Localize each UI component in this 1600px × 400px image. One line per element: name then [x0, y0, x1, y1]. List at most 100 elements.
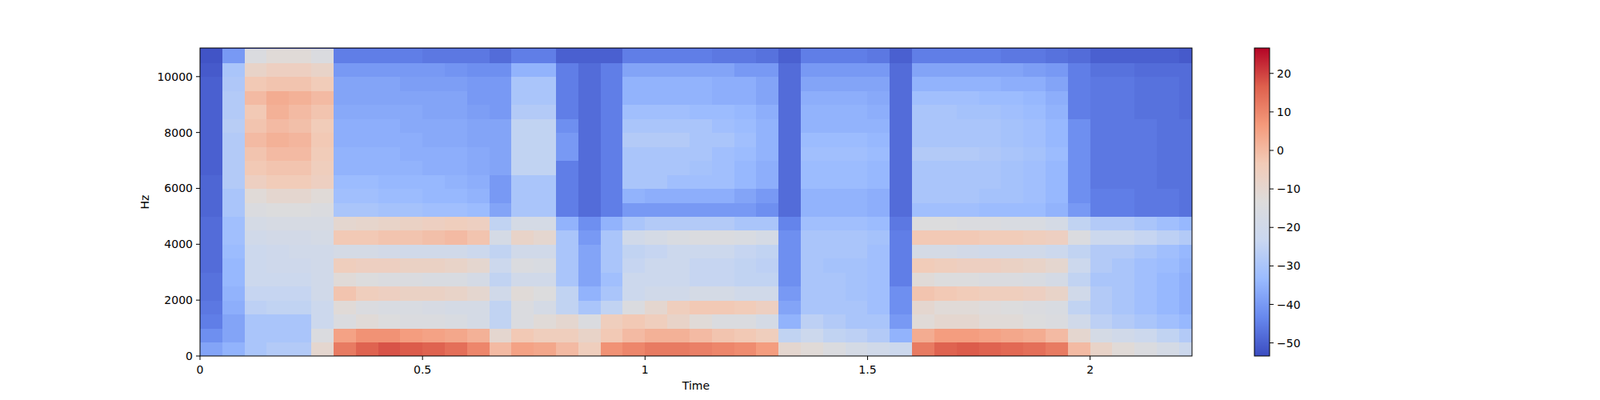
cell: [467, 216, 490, 231]
cell: [823, 258, 846, 273]
cell: [1156, 314, 1180, 329]
cell: [556, 90, 579, 105]
cell: [1000, 286, 1024, 301]
cell: [756, 62, 779, 77]
cell: [556, 314, 579, 329]
cell: [1090, 286, 1113, 301]
cell: [600, 76, 624, 92]
cell: [756, 160, 779, 176]
y-axis-label: Hz: [138, 195, 152, 210]
cell: [800, 104, 824, 120]
cell: [1045, 230, 1068, 245]
cell: [422, 342, 445, 356]
cell: [1045, 328, 1068, 343]
cell: [489, 48, 512, 64]
cell: [622, 76, 645, 92]
cell: [1156, 244, 1180, 259]
cell: [1023, 328, 1046, 343]
cell: [956, 48, 980, 64]
plot-background: [200, 48, 1192, 356]
cell: [979, 300, 1002, 315]
cell: [689, 202, 712, 217]
cell: [311, 90, 334, 105]
cell: [979, 202, 1002, 217]
cell: [823, 272, 846, 287]
cell: [266, 62, 289, 77]
cell: [1090, 62, 1113, 77]
cell: [288, 76, 312, 92]
cell: [689, 146, 712, 161]
cell: [912, 62, 935, 77]
cell: [422, 118, 445, 133]
cell: [845, 230, 868, 245]
cell: [600, 244, 624, 259]
cell: [1023, 272, 1046, 287]
cell: [244, 160, 268, 176]
cell: [1179, 104, 1192, 120]
cell: [1023, 202, 1046, 217]
cell: [1179, 230, 1192, 245]
cell: [734, 314, 757, 329]
cell: [422, 286, 445, 301]
y-tick: [196, 300, 200, 301]
cell: [311, 342, 334, 356]
cell: [979, 174, 1002, 189]
cell: [845, 300, 868, 315]
cell: [912, 188, 935, 203]
cell: [689, 90, 712, 105]
cell: [756, 202, 779, 217]
cell: [533, 90, 556, 105]
cell: [867, 118, 890, 133]
cell: [1045, 272, 1068, 287]
cell: [823, 188, 846, 203]
cell: [1000, 216, 1024, 231]
cell: [867, 104, 890, 120]
cell: [934, 202, 957, 217]
cell: [712, 132, 735, 148]
cell: [1068, 118, 1091, 133]
cell: [934, 118, 957, 133]
cell: [1068, 258, 1091, 273]
cell: [956, 244, 980, 259]
cell: [511, 258, 534, 273]
colorbar-tick-label: −10: [1276, 182, 1301, 196]
cell: [311, 174, 334, 189]
cell: [511, 342, 534, 356]
cell: [845, 244, 868, 259]
cell: [467, 258, 490, 273]
cell: [600, 62, 624, 77]
cell: [244, 188, 268, 203]
cell: [644, 62, 668, 77]
cell: [778, 272, 801, 287]
cell: [1023, 342, 1046, 356]
cell: [956, 174, 980, 189]
cell: [734, 342, 757, 356]
cell: [1023, 62, 1046, 77]
cell: [1090, 76, 1113, 92]
cell: [734, 132, 757, 148]
cell: [667, 272, 690, 287]
colorbar: [1254, 48, 1270, 356]
cell: [533, 132, 556, 148]
cell: [288, 216, 312, 231]
cell: [600, 146, 624, 161]
cell: [823, 118, 846, 133]
cell: [222, 62, 245, 77]
cell: [1045, 216, 1068, 231]
cell: [867, 48, 890, 64]
cell: [400, 216, 423, 231]
cell: [444, 230, 468, 245]
cell: [622, 342, 645, 356]
cell: [734, 230, 757, 245]
cell: [600, 188, 624, 203]
cell: [734, 258, 757, 273]
cell: [734, 90, 757, 105]
cell: [956, 118, 980, 133]
cell: [1000, 104, 1024, 120]
cell: [533, 104, 556, 120]
cell: [311, 160, 334, 176]
cell: [489, 188, 512, 203]
colorbar-tick: [1269, 111, 1274, 112]
cell: [1090, 104, 1113, 120]
cell: [734, 118, 757, 133]
